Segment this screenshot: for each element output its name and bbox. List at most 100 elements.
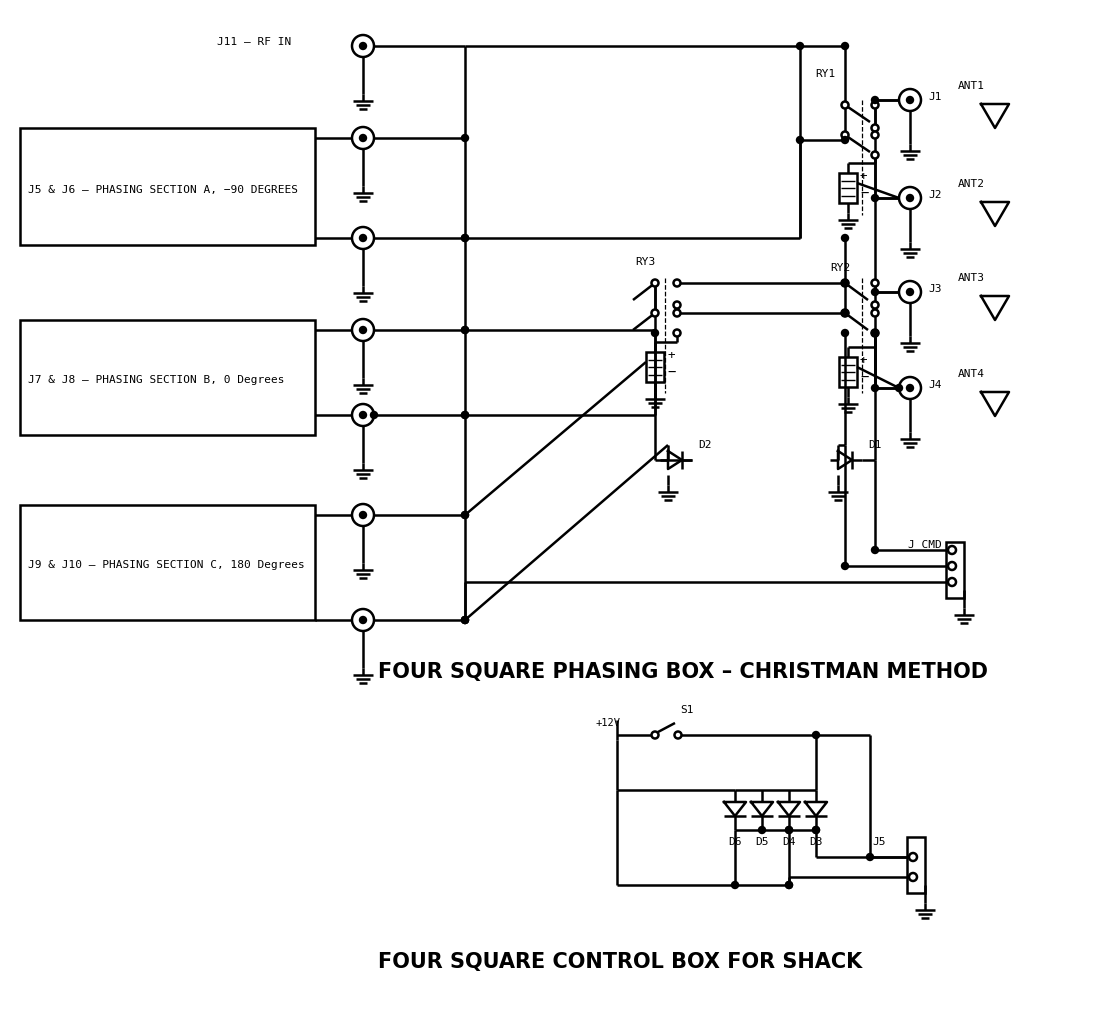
Bar [839,173,857,203]
Text: J5: J5 [872,837,886,847]
Bar [946,542,964,598]
Circle shape [652,330,658,337]
Circle shape [872,385,878,392]
Text: +: + [861,170,867,182]
Circle shape [462,234,468,241]
Text: J5 & J6 – PHASING SECTION A, −90 DEGREES: J5 & J6 – PHASING SECTION A, −90 DEGREES [27,185,298,195]
Text: S1: S1 [680,705,693,715]
Text: J3: J3 [928,284,942,294]
Circle shape [842,43,848,50]
Text: J CMD: J CMD [908,540,942,550]
Circle shape [674,280,680,286]
Circle shape [872,330,878,337]
Circle shape [872,97,878,104]
Circle shape [370,411,377,418]
Bar [646,352,664,382]
Text: ANT1: ANT1 [958,81,985,91]
Text: D1: D1 [868,440,881,450]
Text: J2: J2 [928,190,942,200]
Bar [20,128,315,245]
Circle shape [872,301,878,308]
Circle shape [907,385,913,392]
Circle shape [462,511,468,518]
Circle shape [462,617,468,623]
Circle shape [359,134,366,142]
Circle shape [872,547,878,554]
Text: D6: D6 [728,837,742,847]
Circle shape [786,882,792,889]
Circle shape [462,327,468,334]
Text: RY2: RY2 [830,263,851,273]
Circle shape [359,511,366,518]
Circle shape [359,327,366,334]
Circle shape [732,882,739,889]
Circle shape [652,732,658,738]
Circle shape [842,280,848,286]
Text: −: − [667,365,676,379]
Circle shape [842,234,848,241]
Text: RY3: RY3 [635,257,655,267]
Text: J7 & J8 – PHASING SECTION B, 0 Degrees: J7 & J8 – PHASING SECTION B, 0 Degrees [27,375,285,385]
Circle shape [758,827,766,834]
Bar [20,320,315,435]
Circle shape [842,309,848,317]
Text: D5: D5 [755,837,768,847]
Text: −: − [861,186,868,200]
Text: J1: J1 [928,92,942,102]
Circle shape [866,853,874,860]
Circle shape [674,309,680,317]
Circle shape [675,732,681,738]
Circle shape [872,102,878,109]
Circle shape [462,411,468,418]
Circle shape [462,327,468,334]
Bar [20,505,315,620]
Circle shape [359,617,366,623]
Circle shape [907,288,913,295]
Bar [907,837,925,893]
Circle shape [872,131,878,138]
Circle shape [842,309,848,317]
Circle shape [842,102,848,109]
Circle shape [812,827,820,834]
Text: +12V: +12V [596,718,621,728]
Circle shape [812,732,820,738]
Circle shape [786,882,792,889]
Text: RY1: RY1 [815,69,835,79]
Circle shape [652,309,658,317]
Text: D3: D3 [809,837,822,847]
Text: D4: D4 [782,837,796,847]
Text: +: + [861,353,867,366]
Circle shape [462,411,468,418]
Circle shape [842,131,848,138]
Circle shape [812,827,820,834]
Circle shape [674,330,680,337]
Text: ANT2: ANT2 [958,179,985,189]
Text: J4: J4 [928,380,942,390]
Circle shape [872,194,878,202]
Text: ANT4: ANT4 [958,369,985,379]
Text: ANT3: ANT3 [958,273,985,283]
Circle shape [797,43,803,50]
Circle shape [907,194,913,202]
Circle shape [896,385,902,392]
Circle shape [359,411,366,418]
Bar [839,357,857,387]
Circle shape [462,234,468,241]
Circle shape [797,136,803,144]
Circle shape [872,124,878,131]
Circle shape [674,301,680,308]
Circle shape [872,309,878,317]
Circle shape [842,330,848,337]
Circle shape [652,280,658,286]
Circle shape [872,330,878,337]
Circle shape [786,827,792,834]
Circle shape [462,617,468,623]
Circle shape [842,136,848,144]
Circle shape [786,827,792,834]
Circle shape [462,511,468,518]
Circle shape [907,97,913,104]
Text: +: + [667,348,675,361]
Circle shape [842,563,848,569]
Circle shape [359,234,366,241]
Text: −: − [861,370,868,384]
